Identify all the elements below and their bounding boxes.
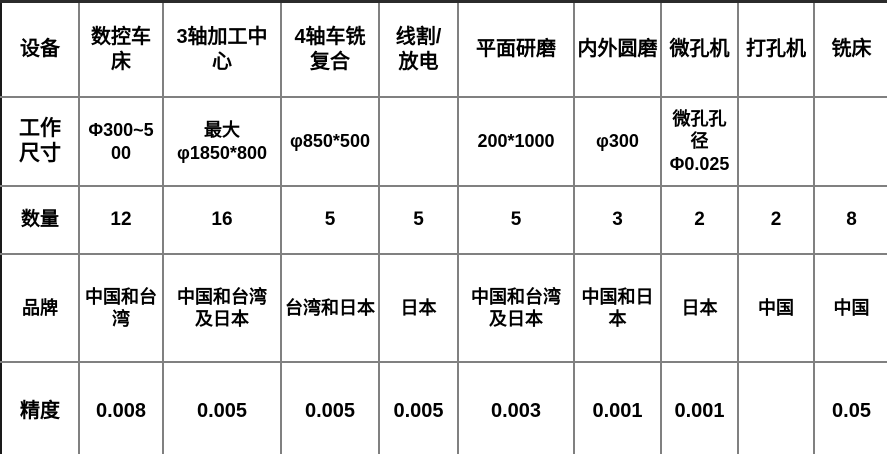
precision-cell bbox=[737, 361, 815, 454]
qty-cell: 3 bbox=[573, 185, 662, 255]
precision-cell: 0.005 bbox=[162, 361, 282, 454]
device-cell: 内外圆磨 bbox=[573, 1, 662, 98]
size-cell bbox=[737, 96, 815, 187]
device-cell: 打孔机 bbox=[737, 1, 815, 98]
precision-cell: 0.003 bbox=[457, 361, 575, 454]
quantity-row: 数量 12 16 5 5 5 3 2 2 8 bbox=[1, 185, 887, 255]
size-cell: φ300 bbox=[573, 96, 662, 187]
device-cell: 数控车 床 bbox=[78, 1, 164, 98]
size-cell bbox=[378, 96, 459, 187]
row-header-qty: 数量 bbox=[1, 185, 80, 255]
brand-cell: 日本 bbox=[660, 253, 739, 363]
qty-cell: 5 bbox=[457, 185, 575, 255]
size-cell: 200*1000 bbox=[457, 96, 575, 187]
brand-cell: 中国 bbox=[813, 253, 887, 363]
precision-cell: 0.001 bbox=[660, 361, 739, 454]
device-cell: 3轴加工中 心 bbox=[162, 1, 282, 98]
row-header-device: 设备 bbox=[1, 1, 80, 98]
brand-cell: 中国和日 本 bbox=[573, 253, 662, 363]
brand-cell: 中国 bbox=[737, 253, 815, 363]
brand-cell: 中国和台 湾 bbox=[78, 253, 164, 363]
device-cell: 微孔机 bbox=[660, 1, 739, 98]
row-header-brand: 品牌 bbox=[1, 253, 80, 363]
device-row: 设备 数控车 床 3轴加工中 心 4轴车铣 复合 线割/ 放电 平面研磨 内外圆… bbox=[1, 1, 887, 98]
precision-cell: 0.05 bbox=[813, 361, 887, 454]
size-cell bbox=[813, 96, 887, 187]
brand-cell: 中国和台湾 及日本 bbox=[457, 253, 575, 363]
device-cell: 铣床 bbox=[813, 1, 887, 98]
size-cell: 微孔孔径 Φ0.025 bbox=[660, 96, 739, 187]
row-header-precision: 精度 bbox=[1, 361, 80, 454]
row-header-size: 工作 尺寸 bbox=[1, 96, 80, 187]
brand-row: 品牌 中国和台 湾 中国和台湾 及日本 台湾和日本 日本 中国和台湾 及日本 中… bbox=[1, 253, 887, 363]
qty-cell: 5 bbox=[280, 185, 380, 255]
qty-cell: 2 bbox=[660, 185, 739, 255]
qty-cell: 8 bbox=[813, 185, 887, 255]
precision-cell: 0.008 bbox=[78, 361, 164, 454]
precision-row: 精度 0.008 0.005 0.005 0.005 0.003 0.001 0… bbox=[1, 361, 887, 454]
qty-cell: 2 bbox=[737, 185, 815, 255]
qty-cell: 12 bbox=[78, 185, 164, 255]
precision-cell: 0.005 bbox=[280, 361, 380, 454]
precision-cell: 0.001 bbox=[573, 361, 662, 454]
brand-cell: 中国和台湾 及日本 bbox=[162, 253, 282, 363]
brand-cell: 日本 bbox=[378, 253, 459, 363]
device-cell: 线割/ 放电 bbox=[378, 1, 459, 98]
brand-cell: 台湾和日本 bbox=[280, 253, 380, 363]
size-cell: φ850*500 bbox=[280, 96, 380, 187]
size-cell: Φ300~5 00 bbox=[78, 96, 164, 187]
qty-cell: 16 bbox=[162, 185, 282, 255]
precision-cell: 0.005 bbox=[378, 361, 459, 454]
size-cell: 最大 φ1850*800 bbox=[162, 96, 282, 187]
qty-cell: 5 bbox=[378, 185, 459, 255]
device-cell: 平面研磨 bbox=[457, 1, 575, 98]
device-cell: 4轴车铣 复合 bbox=[280, 1, 380, 98]
work-size-row: 工作 尺寸 Φ300~5 00 最大 φ1850*800 φ850*500 20… bbox=[1, 96, 887, 187]
